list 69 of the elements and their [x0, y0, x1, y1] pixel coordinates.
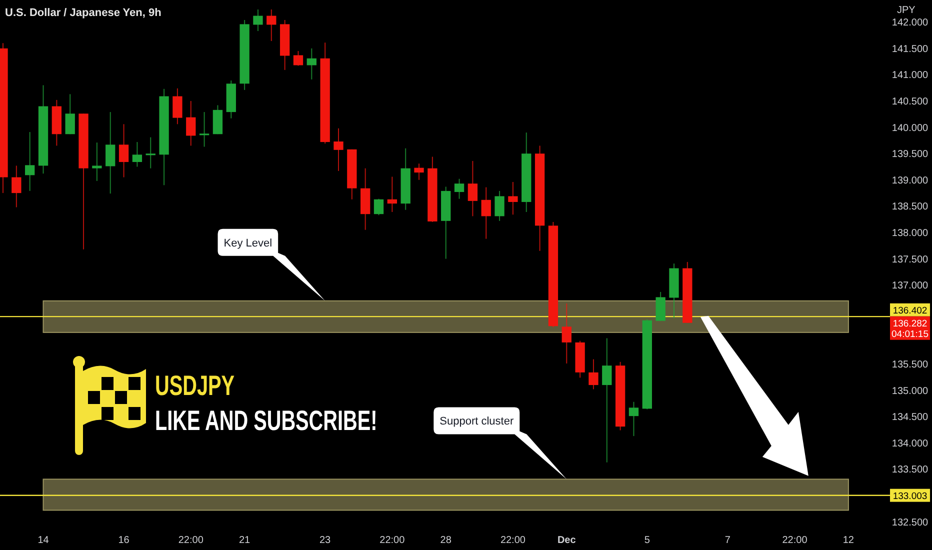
candlestick — [118, 124, 129, 178]
candlestick — [628, 401, 639, 437]
candlestick — [588, 358, 598, 390]
candlestick — [253, 8, 263, 32]
candlestick — [374, 198, 384, 216]
candlestick — [186, 100, 196, 146]
x-tick-label: 22:00 — [380, 535, 406, 546]
candlestick — [293, 50, 304, 66]
candlestick — [146, 136, 156, 169]
x-tick-label: 22:00 — [782, 535, 808, 546]
candlestick — [199, 112, 210, 148]
candlestick — [387, 176, 398, 212]
x-tick-label: 22:00 — [178, 535, 204, 546]
annotation: Key Level — [224, 237, 272, 250]
y-tick-label: 137.000 — [892, 280, 929, 292]
y-tick-label: 133.500 — [892, 464, 929, 476]
y-tick-label: 140.500 — [892, 96, 929, 108]
x-tick-label: 5 — [644, 535, 650, 546]
y-tick-label: 141.500 — [892, 44, 929, 55]
candlestick — [494, 190, 504, 222]
ref-line-label: 136.402 — [892, 305, 928, 316]
x-tick-label: 7 — [724, 535, 731, 546]
y-tick-label: 140.000 — [892, 122, 929, 134]
ref-line-label: 133.003 — [892, 490, 928, 502]
x-tick-label: 21 — [238, 535, 251, 546]
x-tick-label: 28 — [440, 535, 452, 546]
x-tick-label: Dec — [557, 535, 576, 546]
x-tick-label: 22:00 — [500, 535, 526, 546]
candlestick — [508, 182, 518, 216]
y-tick-label: 141.000 — [892, 70, 929, 82]
y-tick-label: 138.500 — [892, 202, 929, 213]
candlestick — [172, 88, 182, 125]
y-tick-label: 135.500 — [892, 360, 929, 370]
candlestick — [562, 303, 572, 364]
annotation: USDJPY — [155, 370, 235, 402]
candlestick — [106, 112, 116, 194]
y-tick-label: 138.000 — [892, 228, 929, 239]
candlestick — [334, 128, 344, 172]
y-axis-title: JPY — [897, 5, 916, 16]
candlestick — [306, 48, 316, 80]
x-tick-label: 16 — [118, 535, 130, 546]
y-tick-label: 132.500 — [892, 517, 929, 528]
candlestick — [481, 186, 491, 240]
candlestick — [414, 163, 424, 180]
annotation: LIKE AND SUBSCRIBE! — [155, 406, 378, 437]
y-tick-label: 134.500 — [892, 412, 929, 424]
candlestick — [65, 94, 75, 135]
candlestick — [468, 160, 478, 217]
y-tick-label: 134.000 — [892, 438, 929, 450]
candlestick — [454, 178, 464, 200]
y-tick-label: 135.000 — [892, 386, 929, 397]
candlestick — [602, 338, 612, 463]
y-tick-label: 137.500 — [892, 254, 929, 266]
text: 04:01:15 — [892, 328, 928, 340]
candlestick — [266, 8, 276, 42]
candlestick — [92, 142, 102, 182]
y-tick-label: 139.500 — [892, 149, 929, 160]
candlestick — [656, 291, 666, 322]
x-tick-label: 14 — [38, 535, 50, 546]
candlestick — [25, 132, 35, 192]
x-tick-label: 12 — [842, 535, 854, 546]
candlestick — [12, 165, 22, 208]
y-tick-label: 142.000 — [892, 18, 929, 29]
candlestick — [132, 142, 142, 168]
annotation: Support cluster — [440, 416, 514, 428]
text: U.S. Dollar / Japanese Yen, 9h — [5, 7, 162, 19]
y-tick-label: 139.000 — [892, 175, 929, 186]
text: 136.282 — [892, 318, 928, 330]
x-tick-label: 23 — [320, 535, 332, 546]
